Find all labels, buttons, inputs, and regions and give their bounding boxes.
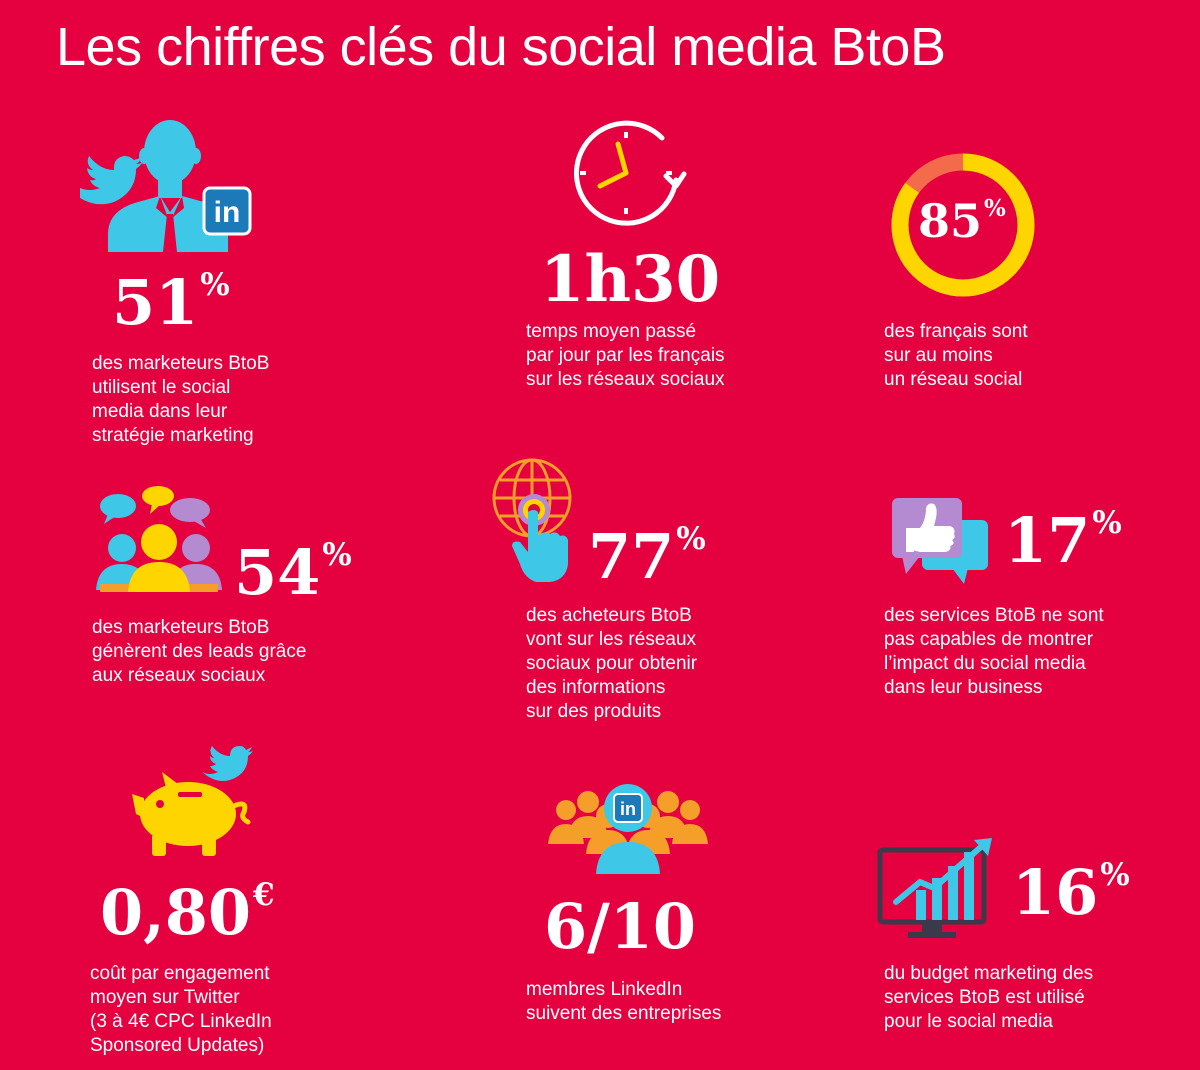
stat-description: des marketeurs BtoB génèrent des leads g… (92, 617, 307, 686)
globe-click-icon (488, 456, 578, 584)
stat-description: des marketeurs BtoB utilisent le social … (92, 353, 270, 446)
linkedin-crowd-icon: in (548, 780, 708, 874)
stat-value: 54% (234, 536, 352, 609)
stat-description: des français sont sur au moins un réseau… (884, 321, 1028, 390)
stat-description: coût par engagement moyen sur Twitter (3… (90, 963, 272, 1056)
donut-ring-icon (888, 150, 1038, 300)
stat-value: 1h30 (540, 242, 721, 317)
linkedin-logo-text: in (620, 799, 636, 819)
stat-value: 6/10 (544, 890, 697, 963)
marketer-twitter-linkedin-icon: in (78, 120, 258, 252)
linkedin-logo-text: in (214, 196, 241, 229)
stat-description: des services BtoB ne sont pas capables d… (884, 605, 1104, 698)
stat-description: des acheteurs BtoB vont sur les réseaux … (526, 605, 698, 722)
clock-icon (566, 118, 696, 226)
piggy-bank-twitter-icon (126, 742, 256, 862)
stat-value: 17% (1004, 504, 1122, 577)
stat-value: 16% (1012, 856, 1130, 929)
stat-description: du budget marketing des services BtoB es… (884, 963, 1094, 1032)
speech-bubbles-people-icon (96, 484, 222, 596)
page-title: Les chiffres clés du social media BtoB (56, 17, 946, 77)
stat-description: temps moyen passé par jour par les franç… (526, 321, 725, 390)
stat-description: membres LinkedIn suivent des entreprises (526, 979, 722, 1024)
stat-value: 85% (918, 194, 1006, 248)
stat-value: 77% (588, 520, 706, 593)
stat-value: 51% (112, 266, 230, 339)
stat-value: 0,80€ (100, 876, 275, 949)
thumbs-up-bubble-icon (892, 494, 992, 586)
growth-chart-monitor-icon (877, 836, 1000, 940)
